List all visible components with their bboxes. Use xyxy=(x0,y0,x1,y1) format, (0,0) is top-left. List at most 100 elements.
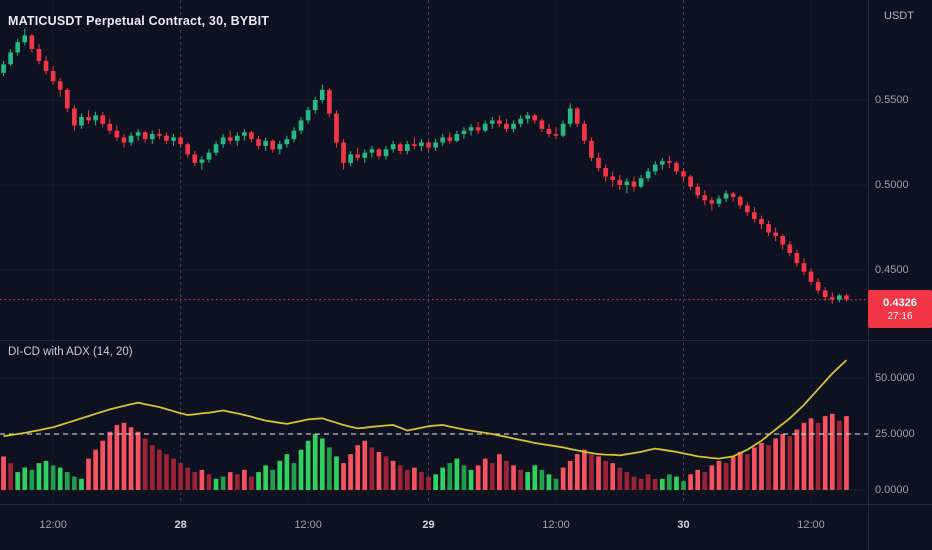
hist-bar xyxy=(447,463,453,490)
candle-body xyxy=(234,135,240,141)
candle-body xyxy=(617,179,623,185)
hist-bar xyxy=(114,425,120,490)
candle-body xyxy=(794,253,800,264)
candle-body xyxy=(157,134,162,136)
bar-countdown: 27:16 xyxy=(887,310,913,322)
hist-bar xyxy=(100,440,106,490)
candle-body xyxy=(43,60,49,72)
candle-body xyxy=(688,176,693,187)
hist-bar xyxy=(404,469,410,490)
candle-body xyxy=(100,115,106,124)
hist-bar xyxy=(454,458,460,490)
hist-bar xyxy=(674,476,679,490)
hist-bar xyxy=(291,463,297,490)
candle-body xyxy=(383,149,389,157)
hist-bar xyxy=(695,469,701,490)
candle-body xyxy=(709,200,715,204)
candle-body xyxy=(539,120,545,129)
candle-body xyxy=(291,130,297,140)
candle-body xyxy=(334,113,339,143)
hist-bar xyxy=(766,445,771,490)
hist-bar xyxy=(652,478,658,490)
hist-bar xyxy=(376,451,382,490)
time-axis-label: 12:00 xyxy=(39,519,67,531)
hist-bar xyxy=(773,438,778,490)
hist-bar xyxy=(787,436,793,490)
candle-body xyxy=(22,35,28,43)
candle-body xyxy=(808,271,814,282)
candle-body xyxy=(674,162,679,172)
hist-bar xyxy=(242,469,247,490)
candle-body xyxy=(603,168,608,177)
hist-bar xyxy=(829,413,835,490)
candle-body xyxy=(256,139,261,146)
hist-bar xyxy=(284,454,290,490)
hist-bar xyxy=(142,438,148,490)
hist-bar xyxy=(426,476,431,490)
hist-bar xyxy=(107,431,113,490)
candle-body xyxy=(164,135,169,141)
candle-body xyxy=(227,137,233,141)
candle-body xyxy=(312,100,318,111)
hist-bar xyxy=(319,438,325,490)
candle-body xyxy=(327,89,332,114)
candle-body xyxy=(369,149,375,153)
candle-body xyxy=(341,142,346,163)
hist-bar xyxy=(128,427,134,490)
hist-bar xyxy=(518,469,523,490)
candle-body xyxy=(589,140,594,158)
indicator-axis-label: 0.0000 xyxy=(875,484,909,496)
candle-body xyxy=(815,281,821,291)
candle-body xyxy=(348,154,353,163)
hist-bar xyxy=(72,476,77,490)
hist-bar xyxy=(589,454,594,490)
hist-bar xyxy=(164,454,169,490)
candle-body xyxy=(86,117,91,121)
hist-bar xyxy=(149,445,155,490)
candle-body xyxy=(822,290,828,298)
candle-body xyxy=(305,110,311,121)
hist-bar xyxy=(709,465,715,490)
candle-body xyxy=(695,186,701,196)
hist-bar xyxy=(511,465,516,490)
candle-body xyxy=(780,236,786,245)
candle-body xyxy=(128,135,134,143)
candle-body xyxy=(426,142,431,148)
candle-body xyxy=(171,137,176,141)
hist-bar xyxy=(822,416,828,490)
candle-body xyxy=(759,219,764,225)
hist-bar xyxy=(64,472,70,490)
time-axis-day-label: 28 xyxy=(174,519,187,531)
candle-body xyxy=(447,137,453,141)
hist-bar xyxy=(730,456,736,490)
hist-bar xyxy=(532,465,538,490)
price-axis-label: 0.4500 xyxy=(875,264,909,276)
hist-bar xyxy=(383,456,389,490)
candle-body xyxy=(454,134,460,141)
hist-bar xyxy=(553,478,559,490)
hist-bar xyxy=(468,469,474,490)
candle-body xyxy=(199,159,205,163)
hist-bar xyxy=(801,422,807,490)
candle-body xyxy=(638,178,644,187)
hist-bar xyxy=(489,463,495,490)
candle-body xyxy=(121,137,127,143)
candle-body xyxy=(652,164,658,172)
hist-bar xyxy=(638,478,644,490)
time-axis-label: 12:00 xyxy=(542,519,570,531)
candle-body xyxy=(29,35,35,49)
candle-body xyxy=(93,115,98,121)
hist-bar xyxy=(759,442,764,490)
hist-bar xyxy=(539,469,545,490)
candle-body xyxy=(730,193,736,197)
hist-bar xyxy=(270,469,276,490)
hist-bar xyxy=(390,460,396,490)
candle-body xyxy=(149,134,155,140)
candle-body xyxy=(1,64,6,73)
candle-body xyxy=(475,127,481,131)
candle-body xyxy=(631,181,637,187)
price-axis-label: 0.5000 xyxy=(875,179,909,191)
candle-body xyxy=(206,152,212,160)
hist-bar xyxy=(15,472,21,490)
